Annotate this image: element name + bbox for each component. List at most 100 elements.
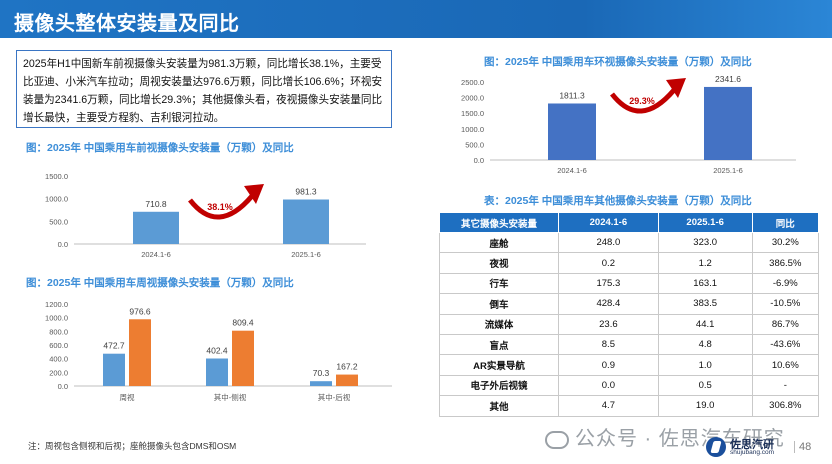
table-cell: 其他 (438, 395, 560, 417)
table-cell: 4.7 (558, 395, 659, 417)
logo-name: 佐思汽研 (730, 439, 774, 451)
table-cell: 行车 (438, 272, 560, 295)
y-tick-label: 2500.0 (461, 78, 484, 87)
table-row: 夜视 0.2 1.2 386.5% (438, 252, 820, 274)
y-tick-label: 1500.0 (45, 172, 68, 181)
footnote: 注：周视包含侧视和后视；座舱摄像头包含DMS和OSM (28, 441, 237, 451)
table-cell: 10.6% (751, 354, 820, 376)
y-tick-label: 200.0 (49, 368, 68, 377)
y-tick-label: 500.0 (465, 140, 484, 149)
table-cell: 428.4 (558, 293, 659, 315)
table-cell: 386.5% (751, 252, 820, 274)
bar (129, 319, 151, 386)
front-camera-chart: 0.0 500.0 1000.0 1500.0 710.8 2024.1-6 981.3 20… (45, 172, 366, 259)
logo-url: shujubang.com (730, 449, 775, 456)
table-cell: 175.3 (558, 272, 659, 295)
bar (232, 330, 254, 386)
logo-mark-icon (706, 437, 726, 457)
data-label: 981.3 (295, 187, 317, 197)
table-cell: 夜视 (438, 252, 560, 274)
x-tick-label: 周视 (120, 392, 135, 402)
table-cell: 23.6 (558, 313, 659, 335)
table-cell: 倒车 (438, 293, 560, 315)
table-cell: -6.9% (751, 272, 820, 295)
y-tick-label: 0.0 (474, 156, 484, 165)
x-tick-label: 2025.1-6 (291, 250, 321, 259)
table-row: 座舱 248.0 323.0 30.2% (438, 231, 820, 254)
y-tick-label: 1000.0 (461, 125, 484, 134)
y-tick-label: 1000.0 (45, 314, 68, 323)
bar (133, 211, 179, 244)
table-row: 其他 4.7 19.0 306.8% (438, 395, 820, 417)
table-cell: 0.5 (657, 374, 753, 397)
x-tick-label: 其中-侧视 (214, 392, 247, 402)
table-cell: 0.2 (558, 252, 659, 274)
around-chart-title: 图：2025年 中国乘用车环视摄像头安装量（万颗）及同比 (484, 56, 752, 68)
y-tick-label: 400.0 (49, 355, 68, 364)
data-label: 809.4 (232, 318, 254, 328)
table-header-cell: 2024.1-6 (558, 212, 659, 233)
table-cell: 电子外后视镜 (438, 374, 560, 397)
bar (206, 358, 228, 386)
table-cell: - (751, 374, 820, 397)
table-cell: 163.1 (657, 272, 753, 295)
table-row: AR实景导航 0.9 1.0 10.6% (438, 354, 820, 376)
table-cell: 248.0 (558, 231, 659, 254)
page-title: 摄像头整体安装量及同比 (14, 13, 240, 35)
data-label: 976.6 (129, 306, 151, 316)
x-tick-label: 2024.1-6 (557, 166, 587, 175)
y-tick-label: 1200.0 (45, 300, 68, 309)
x-tick-label: 其中-后视 (318, 392, 351, 402)
table-cell: 0.0 (558, 374, 659, 397)
brand-logo: 佐思汽研 shujubang.com (706, 437, 790, 459)
growth-arrow-head (244, 184, 264, 204)
summary-box: 2025年H1中国新车前视摄像头安装量为981.3万颗，同比增长38.1%，主要… (16, 50, 392, 128)
table-cell: 1.2 (657, 252, 753, 274)
table-cell: 流媒体 (438, 313, 560, 335)
table-cell: 8.5 (558, 333, 659, 356)
table-cell: 0.9 (558, 354, 659, 376)
table-cell: 306.8% (751, 395, 820, 417)
watermark-text: 公众号 · 佐思汽车研究 (575, 428, 785, 450)
table-row: 倒车 428.4 383.5 -10.5% (438, 293, 820, 315)
table-row: 流媒体 23.6 44.1 86.7% (438, 313, 820, 335)
table-cell: 86.7% (751, 313, 820, 335)
front-chart-title: 图：2025年 中国乘用车前视摄像头安装量（万颗）及同比 (26, 142, 294, 154)
bar (310, 381, 332, 386)
table-cell: 323.0 (657, 231, 753, 254)
table-row: 电子外后视镜 0.0 0.5- (438, 374, 820, 397)
growth-arrow (188, 194, 254, 220)
growth-label: 38.1% (207, 202, 233, 212)
data-label: 70.3 (313, 368, 330, 378)
table-cell: 4.8 (657, 333, 753, 356)
bar (704, 86, 752, 160)
table-header-cell: 其它摄像头安装量 (438, 212, 560, 233)
x-tick-label: 2025.1-6 (713, 166, 743, 175)
other-table-title: 表：2025年 中国乘用车其他摄像头安装量（万颗）及同比 (484, 195, 752, 207)
growth-arrow (610, 88, 676, 114)
table-cell: -10.5% (751, 293, 820, 315)
table-header-cell: 同比 (751, 212, 820, 233)
watermark: 公众号 · 佐思汽车研究 (545, 422, 785, 451)
wechat-icon (545, 430, 569, 449)
table-header-row: 其它摄像头安装量 2024.1-6 2025.1-6 同比 (438, 212, 820, 233)
table-cell: -43.6% (751, 333, 820, 356)
table-cell: 1.0 (657, 354, 753, 376)
growth-arrow-head (666, 78, 686, 98)
surround-chart-title: 图：2025年 中国乘用车周视摄像头安装量（万颗）及同比 (26, 277, 294, 289)
y-tick-label: 0.0 (58, 382, 68, 391)
bar (283, 199, 329, 244)
data-label: 2341.6 (715, 74, 741, 84)
table-cell: 30.2% (751, 231, 820, 254)
bar (336, 374, 358, 386)
table-cell: 19.0 (657, 395, 753, 417)
page-number: 48 (794, 441, 811, 453)
x-tick-label: 2024.1-6 (141, 250, 171, 259)
surround-camera-chart: 0.0 200.0 400.0 600.0 800.0 1000.0 1200.0 472.7… (45, 300, 392, 402)
bar (548, 103, 596, 160)
table-cell: 座舱 (438, 231, 560, 254)
bar (103, 353, 125, 386)
table-row: 行车 175.3 163.1 -6.9% (438, 272, 820, 295)
data-label: 167.2 (336, 362, 358, 372)
title-bar: 摄像头整体安装量及同比 (0, 0, 832, 38)
